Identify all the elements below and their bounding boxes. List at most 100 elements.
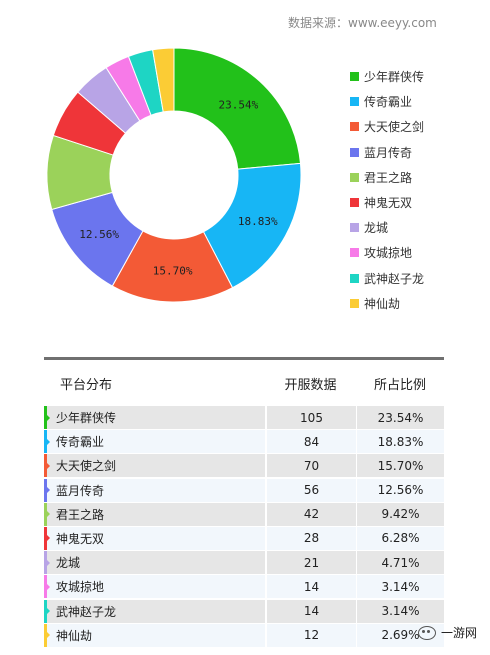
- platform-name: 神鬼无双: [56, 531, 105, 546]
- server-count-cell: 70: [267, 454, 356, 478]
- legend-swatch: [350, 172, 359, 182]
- server-count-cell: 28: [267, 526, 356, 550]
- legend-item: 传奇霸业: [350, 89, 424, 114]
- platform-name: 龙城: [56, 556, 81, 571]
- watermark-text: 一游网: [441, 626, 478, 640]
- table-row: 攻城掠地 14 3.14%: [44, 575, 444, 599]
- server-count-cell: 56: [267, 478, 356, 502]
- legend-item: 神鬼无双: [350, 190, 424, 215]
- legend-item: 神仙劫: [350, 291, 424, 316]
- server-count-cell: 84: [267, 430, 356, 454]
- platform-cell: 武神赵子龙: [44, 599, 265, 623]
- table-row: 君王之路 42 9.42%: [44, 502, 444, 526]
- header-server-count: 开服数据: [284, 377, 337, 393]
- table-header: 平台分布 开服数据 所占比例: [44, 360, 444, 406]
- share-cell: 9.42%: [357, 502, 444, 526]
- legend-swatch: [350, 198, 359, 208]
- legend-label: 神鬼无双: [364, 196, 413, 211]
- legend-swatch: [350, 298, 359, 308]
- share-cell: 18.83%: [357, 430, 444, 454]
- row-color-marker: [44, 526, 50, 550]
- platform-name: 少年群侠传: [56, 411, 117, 425]
- server-count-cell: 14: [267, 575, 356, 599]
- legend-label: 蓝月传奇: [364, 145, 413, 160]
- legend-swatch: [350, 97, 359, 107]
- share-cell: 6.28%: [357, 526, 444, 550]
- table-row: 龙城 21 4.71%: [44, 551, 444, 575]
- watermark: 一游网: [418, 624, 477, 641]
- platform-table: 平台分布 开服数据 所占比例 少年群侠传 105 23.54% 传奇霸业 84 18.83…: [44, 357, 444, 648]
- legend-label: 武神赵子龙: [364, 271, 425, 286]
- table-row: 神仙劫 12 2.69%: [44, 623, 444, 647]
- header-share: 所占比例: [373, 377, 426, 393]
- platform-cell: 大天使之剑: [44, 454, 265, 478]
- legend-item: 少年群侠传: [350, 64, 424, 89]
- donut-slice-10: [152, 47, 175, 113]
- legend-swatch: [350, 147, 359, 157]
- table-row: 武神赵子龙 14 3.14%: [44, 599, 444, 623]
- platform-cell: 神鬼无双: [44, 526, 265, 550]
- legend-item: 大天使之剑: [350, 114, 424, 139]
- table-row: 蓝月传奇 56 12.56%: [44, 478, 444, 502]
- table-top-rule: [44, 357, 444, 360]
- platform-name: 君王之路: [56, 507, 105, 522]
- share-cell: 4.71%: [357, 551, 444, 575]
- row-color-marker: [44, 502, 50, 526]
- platform-cell: 传奇霸业: [44, 430, 265, 454]
- legend-swatch: [350, 122, 359, 132]
- row-color-marker: [44, 623, 50, 647]
- row-color-marker: [44, 551, 50, 575]
- legend-item: 君王之路: [350, 165, 424, 190]
- share-cell: 3.14%: [357, 575, 444, 599]
- row-color-marker: [44, 599, 50, 623]
- legend-item: 武神赵子龙: [350, 266, 424, 291]
- slice-label-3: 15.70%: [153, 264, 193, 277]
- legend-label: 大天使之剑: [364, 120, 425, 135]
- table-row: 传奇霸业 84 18.83%: [44, 430, 444, 454]
- donut-slice-2: [202, 162, 302, 289]
- server-count-cell: 12: [267, 623, 356, 647]
- table-row: 少年群侠传 105 23.54%: [44, 406, 444, 429]
- donut-slice-1: [173, 47, 302, 170]
- legend-item: 蓝月传奇: [350, 140, 424, 165]
- platform-cell: 攻城掠地: [44, 575, 265, 599]
- slice-label-1: 23.54%: [218, 98, 258, 111]
- legend-item: 龙城: [350, 215, 424, 240]
- platform-name: 大天使之剑: [56, 459, 117, 474]
- legend-swatch: [350, 248, 359, 258]
- donut-chart: 23.54% 18.83% 15.70% 12.56%: [46, 47, 302, 303]
- platform-name: 攻城掠地: [56, 580, 105, 595]
- chart-legend: 少年群侠传传奇霸业大天使之剑蓝月传奇君王之路神鬼无双龙城攻城掠地武神赵子龙神仙劫: [350, 64, 424, 316]
- legend-label: 少年群侠传: [364, 70, 425, 85]
- platform-name: 传奇霸业: [56, 435, 105, 450]
- data-source-label: 数据来源：www.eeyy.com: [288, 16, 437, 30]
- legend-label: 君王之路: [364, 170, 413, 185]
- server-count-cell: 14: [267, 599, 356, 623]
- row-color-marker: [44, 478, 50, 502]
- share-cell: 12.56%: [357, 478, 444, 502]
- share-cell: 23.54%: [357, 406, 444, 429]
- legend-swatch: [350, 72, 359, 82]
- table-body: 少年群侠传 105 23.54% 传奇霸业 84 18.83% 大天使之剑 70 15.70% 蓝…: [44, 406, 444, 647]
- wechat-icon: [418, 625, 436, 640]
- slice-label-4: 12.56%: [79, 228, 119, 241]
- platform-name: 武神赵子龙: [56, 604, 117, 619]
- row-color-marker: [44, 430, 50, 454]
- platform-cell: 蓝月传奇: [44, 478, 265, 502]
- share-cell: 15.70%: [357, 454, 444, 478]
- share-cell: 3.14%: [357, 599, 444, 623]
- platform-cell: 少年群侠传: [44, 406, 265, 429]
- row-color-marker: [44, 454, 50, 478]
- legend-swatch: [350, 223, 359, 233]
- legend-swatch: [350, 273, 359, 283]
- row-color-marker: [44, 575, 50, 599]
- server-count-cell: 105: [267, 406, 356, 429]
- platform-name: 蓝月传奇: [56, 483, 105, 498]
- legend-label: 传奇霸业: [364, 95, 413, 110]
- server-count-cell: 21: [267, 551, 356, 575]
- legend-item: 攻城掠地: [350, 240, 424, 265]
- platform-cell: 君王之路: [44, 502, 265, 526]
- header-platform: 平台分布: [60, 377, 113, 393]
- row-color-marker: [44, 406, 50, 429]
- legend-label: 龙城: [364, 221, 389, 236]
